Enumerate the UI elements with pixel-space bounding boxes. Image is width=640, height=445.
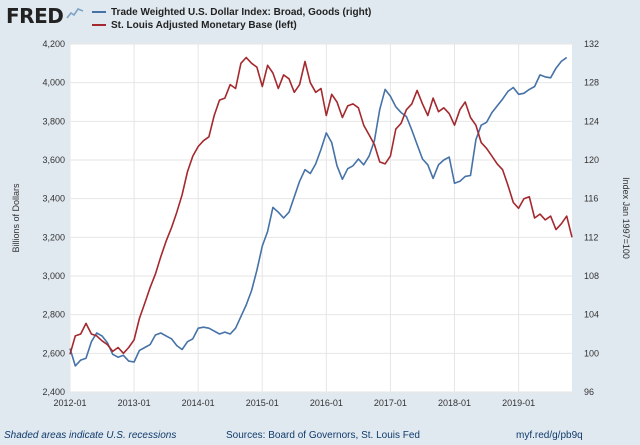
chart-footer: Shaded areas indicate U.S. recessions So… bbox=[0, 428, 640, 445]
plot-area bbox=[70, 44, 572, 392]
sources-text: Sources: Board of Governors, St. Louis F… bbox=[226, 430, 420, 441]
right-tick-label: 96 bbox=[584, 387, 594, 397]
right-tick-label: 100 bbox=[584, 348, 599, 358]
x-tick-label: 2012-01 bbox=[53, 398, 86, 408]
short-link[interactable]: myf.red/g/pb9q bbox=[516, 430, 583, 441]
gridlines bbox=[69, 43, 572, 393]
left-tick-label: 3,000 bbox=[42, 271, 65, 281]
x-tick-label: 2013-01 bbox=[118, 398, 151, 408]
recession-note: Shaded areas indicate U.S. recessions bbox=[4, 430, 177, 441]
series-line-monetary-base[interactable] bbox=[69, 56, 573, 355]
right-tick-label: 120 bbox=[584, 155, 599, 165]
right-tick-label: 112 bbox=[584, 232, 598, 242]
legend-swatch-red bbox=[92, 24, 106, 27]
x-tick-label: 2018-01 bbox=[438, 398, 471, 408]
x-tick-label: 2015-01 bbox=[246, 398, 279, 408]
x-axis-ticks: 2012-01 2013-01 2014-01 2015-01 2016-01 2017-… bbox=[53, 398, 535, 408]
line-chart[interactable]: 2,400 2,600 2,800 3,000 3,200 3,400 3,600 3,800… bbox=[0, 34, 640, 426]
x-tick-label: 2016-01 bbox=[310, 398, 343, 408]
trend-line-icon bbox=[66, 6, 84, 20]
right-tick-label: 132 bbox=[584, 39, 599, 49]
left-tick-label: 2,400 bbox=[42, 387, 65, 397]
left-tick-label: 3,200 bbox=[42, 232, 65, 242]
left-axis-title: Billions of Dollars bbox=[11, 183, 21, 253]
right-axis-ticks: 96 100 104 108 112 116 120 124 128 132 bbox=[584, 39, 599, 397]
fred-logo[interactable]: FRED bbox=[6, 4, 64, 28]
left-tick-label: 2,600 bbox=[42, 348, 65, 358]
x-tick-label: 2019-01 bbox=[502, 398, 535, 408]
legend-label-dollar-index: Trade Weighted U.S. Dollar Index: Broad,… bbox=[111, 7, 372, 18]
legend-item-dollar-index[interactable]: Trade Weighted U.S. Dollar Index: Broad,… bbox=[92, 7, 371, 19]
series-layer bbox=[69, 56, 573, 367]
x-tick-label: 2017-01 bbox=[374, 398, 407, 408]
right-axis-title: Index Jan 1997=100 bbox=[621, 177, 631, 259]
left-tick-label: 3,800 bbox=[42, 116, 65, 126]
left-tick-label: 2,800 bbox=[42, 310, 65, 320]
left-tick-label: 3,600 bbox=[42, 155, 65, 165]
right-tick-label: 104 bbox=[584, 310, 599, 320]
chart-header: FRED Trade Weighted U.S. Dollar Index: B… bbox=[0, 0, 640, 36]
legend-item-monetary-base[interactable]: St. Louis Adjusted Monetary Base (left) bbox=[92, 20, 297, 32]
left-tick-label: 4,000 bbox=[42, 78, 65, 88]
right-tick-label: 108 bbox=[584, 271, 599, 281]
series-line-dollar-index[interactable] bbox=[69, 56, 568, 367]
legend-swatch-blue bbox=[92, 11, 106, 14]
left-axis-ticks: 2,400 2,600 2,800 3,000 3,200 3,400 3,600 3,800… bbox=[42, 39, 65, 397]
right-tick-label: 124 bbox=[584, 116, 599, 126]
left-tick-label: 3,400 bbox=[42, 194, 65, 204]
left-tick-label: 4,200 bbox=[42, 39, 65, 49]
right-tick-label: 116 bbox=[584, 194, 598, 204]
right-tick-label: 128 bbox=[584, 78, 599, 88]
x-tick-label: 2014-01 bbox=[182, 398, 215, 408]
legend-label-monetary-base: St. Louis Adjusted Monetary Base (left) bbox=[111, 20, 297, 31]
